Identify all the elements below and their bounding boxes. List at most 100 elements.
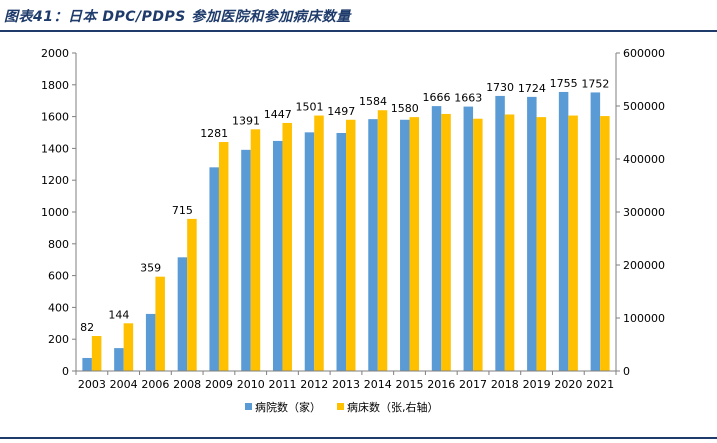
hospital-bar	[304, 132, 315, 371]
x-tick-label: 2006	[141, 378, 169, 391]
bed-bar	[409, 117, 420, 371]
right-tick-label: 0	[623, 365, 630, 378]
x-tick-label: 2011	[268, 378, 296, 391]
hospital-bar	[431, 106, 442, 371]
legend: 病院数（家） 病床数（张,右轴）	[245, 400, 439, 414]
bed-bar	[91, 336, 102, 371]
hospital-bar	[241, 149, 251, 371]
hospital-data-label: 1730	[486, 81, 514, 94]
bed-bar	[536, 117, 547, 371]
bars-group	[82, 91, 610, 372]
hospital-bar	[145, 313, 156, 371]
left-tick-label: 1000	[41, 206, 69, 219]
chart-title: 图表41：日本 DPC/PDPS 参加医院和参加病床数量	[4, 9, 351, 25]
right-tick-label: 200000	[623, 259, 665, 272]
hospital-bar	[177, 257, 188, 371]
hospital-data-label: 715	[172, 204, 193, 217]
left-tick-label: 800	[48, 238, 69, 251]
hospital-bar	[527, 96, 537, 371]
left-tick-label: 1200	[41, 174, 69, 187]
x-tick-label: 2021	[586, 378, 614, 391]
bed-bar	[314, 115, 324, 371]
hospital-bar	[558, 91, 569, 371]
hospital-data-label: 144	[108, 308, 129, 321]
hospital-data-label: 1666	[423, 91, 451, 104]
right-tick-label: 600000	[623, 47, 665, 60]
x-tick-label: 2020	[554, 378, 582, 391]
x-tick-label: 2010	[237, 378, 265, 391]
x-tick-label: 2015	[396, 378, 424, 391]
left-tick-label: 1600	[41, 111, 69, 124]
hospital-bar	[463, 106, 474, 371]
legend-swatch-hospitals	[245, 403, 252, 410]
hospital-data-label: 1501	[295, 101, 323, 114]
bed-bar	[123, 323, 134, 371]
hospital-data-label: 1281	[200, 127, 228, 140]
left-tick-label: 400	[48, 301, 69, 314]
bed-bar	[250, 129, 261, 371]
hospital-data-label: 1580	[391, 102, 419, 115]
x-tick-label: 2003	[78, 378, 106, 391]
bed-bar	[377, 110, 388, 372]
right-tick-label: 100000	[623, 312, 665, 325]
hospital-data-label: 1447	[264, 108, 292, 121]
bed-bar	[473, 118, 483, 371]
hospital-bar	[495, 95, 505, 372]
hospital-bar	[400, 119, 410, 371]
hospital-data-label: 1497	[327, 105, 355, 118]
legend-swatch-beds	[337, 403, 344, 410]
x-tick-label: 2004	[110, 378, 138, 391]
bed-bar	[600, 116, 610, 371]
hospital-bar	[368, 119, 378, 371]
x-tick-label: 2009	[205, 378, 233, 391]
bed-bar	[346, 119, 356, 371]
hospital-bar	[209, 167, 219, 371]
x-tick-label: 2013	[332, 378, 360, 391]
hospital-bar	[272, 140, 283, 371]
bed-bar	[282, 122, 292, 372]
hospital-data-label: 1391	[232, 114, 260, 127]
hospital-data-label: 1724	[518, 82, 546, 95]
right-tick-label: 500000	[623, 100, 665, 113]
x-axis: 2003 2004 2006 2008 2009 2010 2011 2012 2013 2014…	[75, 370, 617, 391]
legend-label-hospitals: 病院数（家）	[255, 400, 321, 414]
hospital-data-label: 1752	[581, 77, 609, 90]
bed-bar	[441, 113, 451, 371]
right-tick-label: 400000	[623, 153, 665, 166]
left-tick-label: 0	[62, 365, 69, 378]
bed-bar	[568, 115, 578, 371]
x-tick-label: 2017	[459, 378, 487, 391]
left-tick-label: 600	[48, 270, 69, 283]
hospital-data-label: 1663	[454, 92, 482, 105]
right-axis: 0 100000 200000 300000 400000 500000 600000	[615, 47, 665, 378]
left-tick-label: 2000	[41, 47, 69, 60]
x-tick-label: 2018	[491, 378, 519, 391]
title-divider	[0, 30, 717, 32]
left-axis: 0 200 400 600 800 1000 1200 1400 1600 1800 2000	[41, 47, 77, 378]
hospital-bar	[590, 92, 601, 371]
x-tick-label: 2014	[364, 378, 392, 391]
x-tick-label: 2016	[427, 378, 455, 391]
hospital-data-label: 82	[80, 321, 94, 334]
bed-bar	[155, 276, 165, 371]
left-tick-label: 1800	[41, 79, 69, 92]
bed-bar	[187, 218, 197, 371]
hospital-data-label: 359	[140, 262, 161, 275]
left-tick-label: 200	[48, 333, 69, 346]
hospital-bar	[82, 357, 92, 371]
x-tick-label: 2008	[173, 378, 201, 391]
hospital-data-label: 1755	[550, 77, 578, 90]
x-tick-label: 2019	[523, 378, 551, 391]
legend-label-beds: 病床数（张,右轴）	[347, 400, 439, 414]
bed-bar	[504, 114, 515, 371]
right-tick-label: 300000	[623, 206, 665, 219]
hospital-bar	[114, 348, 124, 371]
bed-bar	[218, 142, 229, 371]
bottom-divider	[0, 437, 717, 439]
hospital-data-label: 1584	[359, 95, 387, 108]
x-tick-label: 2012	[300, 378, 328, 391]
left-tick-label: 1400	[41, 142, 69, 155]
hospital-bar	[336, 132, 346, 371]
